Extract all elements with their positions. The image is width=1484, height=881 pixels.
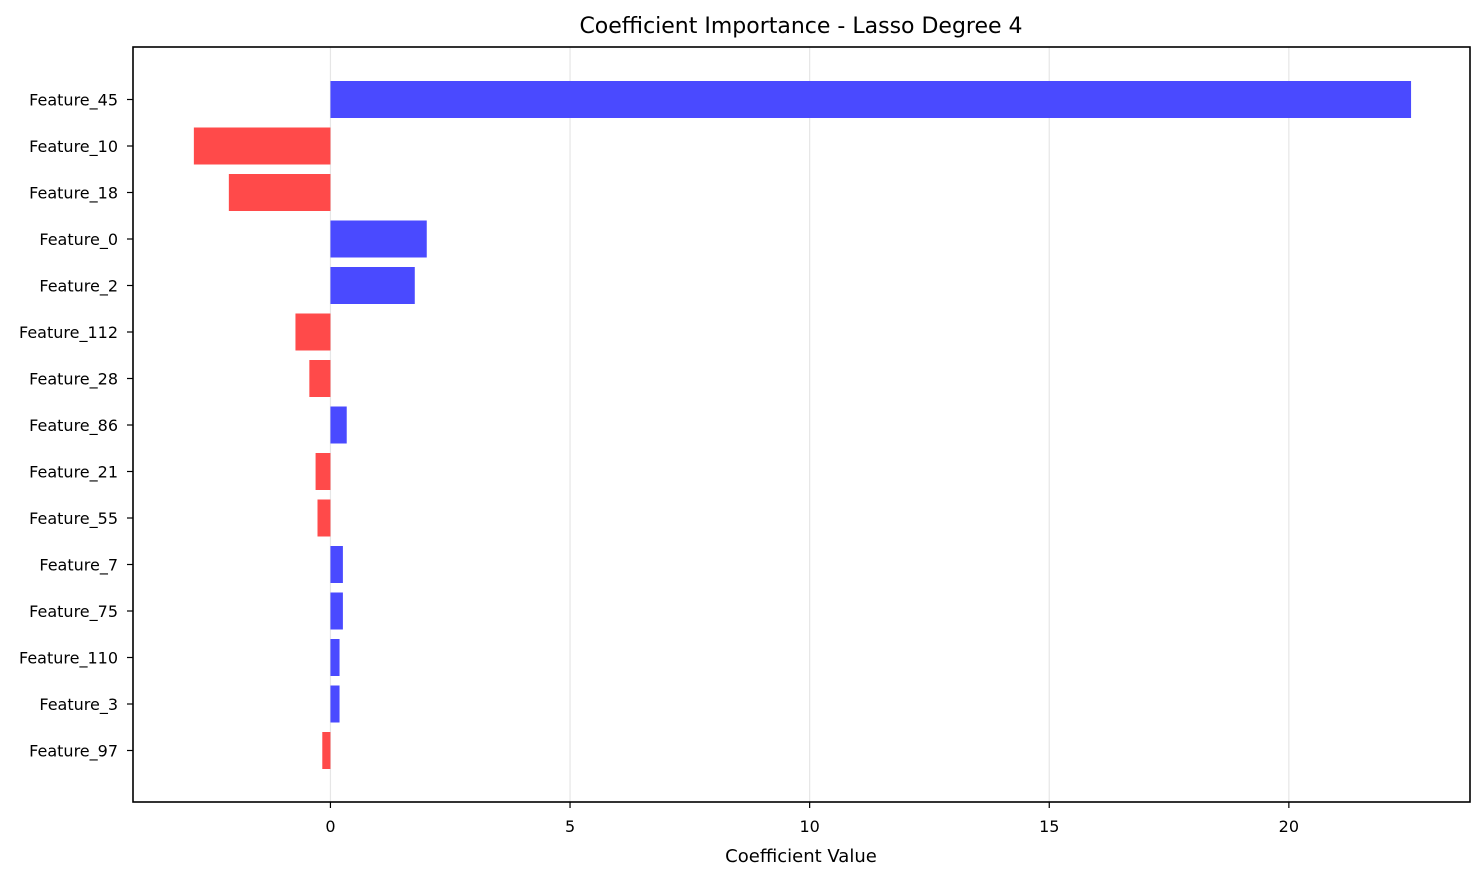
y-tick-label: Feature_21 [29,463,118,483]
bar [228,174,331,211]
x-ticks: 0 5 10 15 20 [325,802,1299,836]
bar [315,453,331,490]
y-ticks: Feature_45 Feature_10 Feature_18 Feature_0 F… [19,91,133,762]
bar [330,546,343,583]
bar [322,732,331,769]
x-tick-label: 15 [1039,817,1059,836]
y-tick-label: Feature_86 [29,416,118,436]
gridlines [329,47,1290,802]
bar [330,685,340,723]
y-tick-label: Feature_112 [19,323,118,343]
x-axis-label: Coefficient Value [725,846,877,867]
y-tick-label: Feature_45 [29,91,118,111]
x-tick-label: 5 [565,817,575,836]
bar [330,592,343,630]
bar [330,639,340,676]
bar [193,127,331,165]
bar [317,499,331,537]
y-tick-label: Feature_75 [29,602,118,622]
x-tick-label: 0 [325,817,335,836]
bar [309,360,331,397]
y-tick-label: Feature_0 [39,230,118,250]
bar [330,406,347,444]
bar [295,313,331,351]
bar [330,220,427,258]
y-tick-label: Feature_10 [29,137,118,157]
y-tick-label: Feature_97 [29,742,118,762]
x-tick-label: 20 [1279,817,1299,836]
y-tick-label: Feature_55 [29,509,118,529]
y-tick-label: Feature_3 [39,695,118,715]
y-tick-label: Feature_110 [19,649,118,669]
y-tick-label: Feature_2 [39,277,118,297]
y-tick-label: Feature_7 [39,556,118,576]
bar [330,267,415,304]
x-tick-label: 10 [799,817,819,836]
bars [193,81,1412,769]
chart-title: Coefficient Importance - Lasso Degree 4 [579,14,1022,39]
y-tick-label: Feature_28 [29,370,118,390]
bar [330,81,1412,118]
y-tick-label: Feature_18 [29,184,118,204]
